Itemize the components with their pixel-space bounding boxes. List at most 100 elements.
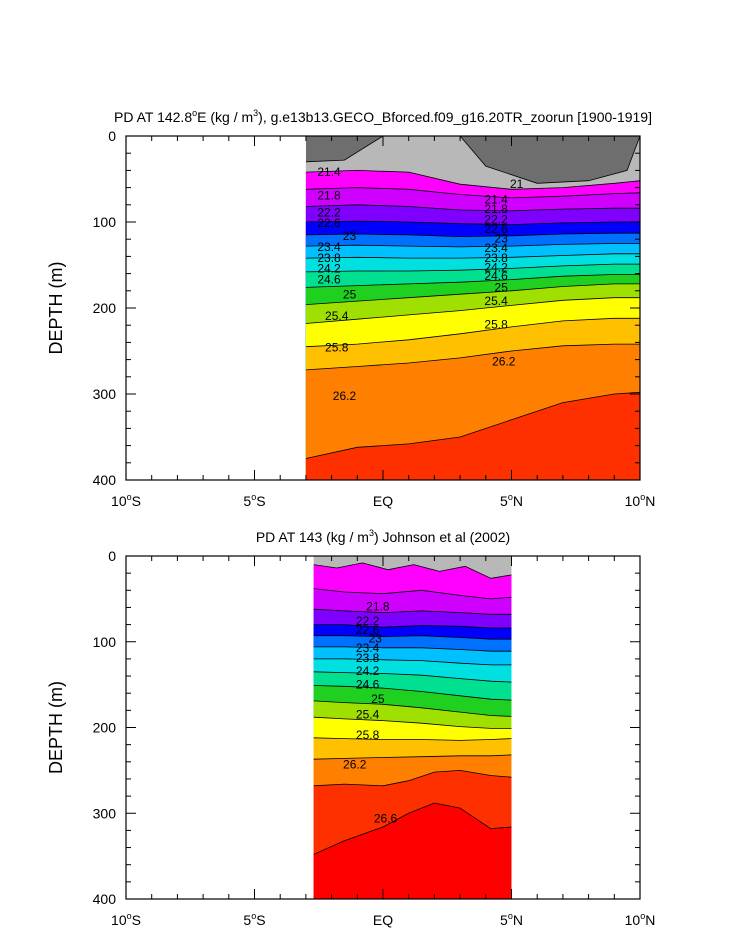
contour-label: 25 [371,692,385,706]
contour-band-26.6 [305,392,640,480]
contour-label: 26.2 [492,354,516,368]
contour-line-26.2 [305,343,640,371]
chart-title: PD AT 142.8oE (kg / m3), g.e13b13.GECO_B… [114,108,652,125]
chart-title: PD AT 143 (kg / m3) Johnson et al (2002) [256,528,510,545]
contour-line-26.2 [313,754,512,760]
contour-fill-layer: 21.42121.822.222.62323.423.824.224.62525… [305,136,640,480]
contour-label: 24.6 [317,273,341,287]
contour-label: 25.4 [484,294,508,308]
contour-line-23 [313,635,512,640]
contour-label: 22.6 [356,623,380,637]
contour-line-23.8 [313,658,512,666]
contour-line-25.4 [305,297,640,324]
contour-line-24.2 [313,671,512,683]
contour-label: 21.8 [484,202,508,216]
y-axis-label: DEPTH (m) [46,262,66,355]
contour-line-23 [305,232,640,238]
contour-label: 24.2 [484,261,508,275]
model-density-panel: 21.42121.822.222.62323.423.824.224.62525… [46,108,655,509]
contour-line-21 [305,136,640,184]
contour-line-25.8 [305,317,640,348]
x-tick-label: 5oN [500,492,523,509]
contour-label: 23 [343,229,357,243]
contour-label: 25.8 [356,728,380,742]
contour-label: 23.8 [317,251,341,265]
contour-label: 22.6 [317,216,341,230]
contour-label: 25 [343,287,357,301]
contour-label: 21 [510,177,524,191]
contour-line-25 [305,283,640,305]
contour-label: 24.6 [356,678,380,692]
contour-line-23.8 [305,253,640,259]
x-tick-label: EQ [373,912,393,928]
contour-label: 25.4 [356,708,380,722]
y-tick-label: 100 [93,214,117,230]
y-tick-label: 300 [93,805,117,821]
contour-line-23.4 [313,646,512,652]
contour-label: 26.6 [374,811,398,825]
contour-line-25.4 [313,716,512,729]
contour-label: 21.4 [484,193,508,207]
x-tick-label: 10oN [625,911,656,928]
contour-line-22.6 [313,624,512,629]
x-tick-label: 10oS [111,492,141,509]
y-tick-label: 400 [93,891,117,907]
contour-label: 26.2 [333,389,357,403]
contour-line-25 [313,700,512,717]
contour-line-24.2 [305,263,640,273]
contour-line-22.2 [305,204,640,212]
x-tick-label: 5oS [243,911,265,928]
contour-label: 23.4 [484,241,508,255]
y-tick-label: 300 [93,386,117,402]
contour-label: 22.6 [484,222,508,236]
x-tick-label: 5oN [500,911,523,928]
contour-label: 22.2 [484,212,508,226]
contour-line-21.8 [305,187,640,199]
contour-band-27 [313,803,512,899]
contour-line-24.6 [313,685,512,701]
contour-label: 25.8 [484,317,508,331]
y-tick-label: 200 [93,720,117,736]
contour-label: 25.4 [325,309,349,323]
contour-line-26.6 [313,769,512,787]
contour-label: 23.4 [317,240,341,254]
contour-line-25.8 [313,737,512,741]
y-tick-label: 400 [93,472,117,488]
contour-label: 23.8 [484,251,508,265]
contour-line-27 [313,802,512,855]
x-tick-label: 5oS [243,492,265,509]
contour-label: 21.8 [317,188,341,202]
contour-label: 23 [369,631,383,645]
contour-label: 21.8 [366,600,390,614]
contour-line-22.2 [313,608,512,615]
contour-line-21.4 [305,169,640,190]
contour-label: 24.2 [317,261,341,275]
y-tick-label: 0 [108,128,116,144]
contour-line-24.6 [305,274,640,288]
contour-label: 26.2 [343,757,367,771]
y-tick-label: 100 [93,634,117,650]
x-tick-label: 10oN [625,492,656,509]
contour-line-22.6 [305,220,640,226]
contour-label: 21.4 [317,165,341,179]
contour-label: 25.8 [325,341,349,355]
contour-line-26.6 [305,391,640,459]
y-tick-label: 0 [108,548,116,564]
contour-label: 23 [495,231,509,245]
x-tick-label: EQ [373,493,393,509]
contour-label: 25 [495,280,509,294]
y-tick-label: 200 [93,300,117,316]
contour-label: 22.2 [356,614,380,628]
contour-line-21.8 [313,588,512,600]
contour-label: 22.2 [317,206,341,220]
contour-label: 23.8 [356,651,380,665]
contour-line-21.4 [313,562,512,579]
x-tick-label: 10oS [111,911,141,928]
contour-label: 24.6 [484,269,508,283]
contour-line-23.4 [305,243,640,248]
y-axis-label: DEPTH (m) [46,681,66,774]
contour-label: 24.2 [356,664,380,678]
